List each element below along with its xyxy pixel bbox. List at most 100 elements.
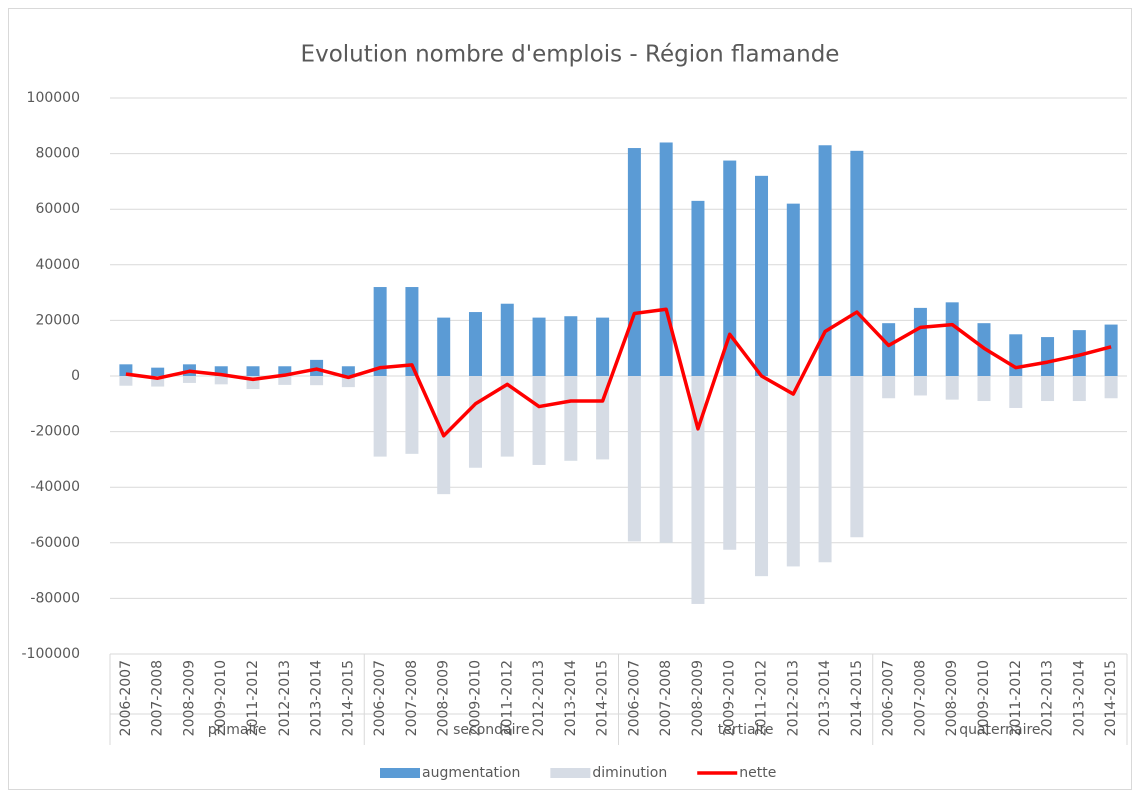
bar [278, 366, 292, 376]
bar [341, 366, 355, 376]
bar [818, 376, 832, 563]
legend-label: nette [739, 765, 776, 781]
bar [1072, 376, 1086, 402]
bar [214, 376, 228, 385]
bar [119, 364, 133, 376]
bar [151, 376, 165, 387]
x-tick-label: 2008-2009 [181, 660, 197, 736]
x-tick-label: 2008-2009 [944, 660, 960, 736]
x-tick-label: 2007-2008 [404, 660, 420, 736]
x-tick-label: 2007-2008 [658, 660, 674, 736]
bar [532, 317, 546, 376]
bar [1104, 324, 1118, 376]
x-tick-label: 2011-2012 [245, 660, 261, 736]
x-tick-label: 2006-2007 [118, 660, 134, 736]
group-label: tertiaire [718, 722, 774, 738]
bar [119, 376, 133, 386]
x-tick-label: 2009-2010 [976, 660, 992, 736]
bar [437, 317, 451, 376]
bar [659, 142, 673, 376]
x-tick-label: 2011-2012 [499, 660, 515, 736]
bar [500, 303, 514, 376]
bar [659, 376, 673, 543]
bar [246, 366, 260, 376]
x-tick-label: 2014-2015 [595, 660, 611, 736]
chart-title: Evolution nombre d'emplois - Région flam… [301, 42, 840, 68]
bar [468, 376, 482, 468]
bar [627, 376, 641, 542]
x-tick-label: 2013-2014 [309, 660, 325, 736]
group-label: primaire [208, 722, 267, 738]
x-tick-label: 2012-2013 [531, 660, 547, 736]
bar [1009, 334, 1023, 376]
bar [913, 376, 927, 396]
bar [405, 287, 419, 376]
bar [945, 302, 959, 376]
y-tick-label: -60000 [30, 535, 80, 551]
x-tick-label: 2006-2007 [881, 660, 897, 736]
bar [882, 323, 896, 376]
bar [341, 376, 355, 388]
bar [786, 203, 800, 376]
bar [691, 376, 705, 604]
bar [214, 366, 228, 376]
legend-swatch [550, 768, 591, 778]
bar [786, 376, 800, 567]
bar [500, 376, 514, 457]
bar [468, 312, 482, 376]
y-tick-label: -100000 [22, 646, 81, 662]
x-tick-label: 2012-2013 [785, 660, 801, 736]
x-tick-label: 2013-2014 [817, 660, 833, 736]
x-tick-label: 2006-2007 [372, 660, 388, 736]
bar [1041, 337, 1055, 376]
bar [405, 376, 419, 454]
legend-label: diminution [592, 765, 667, 781]
bar [755, 376, 769, 577]
bar [913, 307, 927, 376]
bar [627, 148, 641, 376]
bar [182, 376, 196, 383]
y-tick-label: 100000 [27, 90, 80, 106]
y-tick-label: 20000 [35, 312, 80, 328]
y-tick-label: -40000 [30, 479, 80, 495]
bar [977, 376, 991, 402]
x-tick-label: 2009-2010 [722, 660, 738, 736]
y-tick-label: 40000 [35, 257, 80, 273]
x-tick-label: 2007-2008 [912, 660, 928, 736]
x-tick-label: 2008-2009 [436, 660, 452, 736]
x-tick-label: 2014-2015 [1103, 660, 1119, 736]
group-label: secondaire [453, 722, 529, 738]
bar [310, 376, 324, 386]
bar [1041, 376, 1055, 402]
y-tick-label: 60000 [35, 201, 80, 217]
bar [723, 160, 737, 376]
y-tick-label: 0 [71, 368, 80, 384]
x-tick-label: 2012-2013 [1040, 660, 1056, 736]
group-label: quaternaire [959, 722, 1040, 738]
x-tick-label: 2012-2013 [277, 660, 293, 736]
bar [278, 376, 292, 385]
bar [882, 376, 896, 399]
x-tick-label: 2009-2010 [213, 660, 229, 736]
bar [373, 287, 387, 376]
x-tick-label: 2008-2009 [690, 660, 706, 736]
bar [596, 317, 610, 376]
x-tick-label: 2011-2012 [1008, 660, 1024, 736]
x-tick-label: 2009-2010 [467, 660, 483, 736]
bar [818, 145, 832, 376]
bar [755, 175, 769, 376]
bar [850, 376, 864, 538]
x-tick-label: 2013-2014 [563, 660, 579, 736]
x-tick-label: 2013-2014 [1071, 660, 1087, 736]
x-tick-label: 2011-2012 [754, 660, 770, 736]
bar [1104, 376, 1118, 399]
y-tick-label: -80000 [30, 590, 80, 606]
bar [564, 376, 578, 461]
line [125, 307, 1112, 438]
bar [945, 376, 959, 400]
bar [1009, 376, 1023, 408]
bar [532, 376, 546, 465]
x-tick-label: 2007-2008 [150, 660, 166, 736]
y-tick-label: -20000 [30, 424, 80, 440]
bar [151, 367, 165, 376]
